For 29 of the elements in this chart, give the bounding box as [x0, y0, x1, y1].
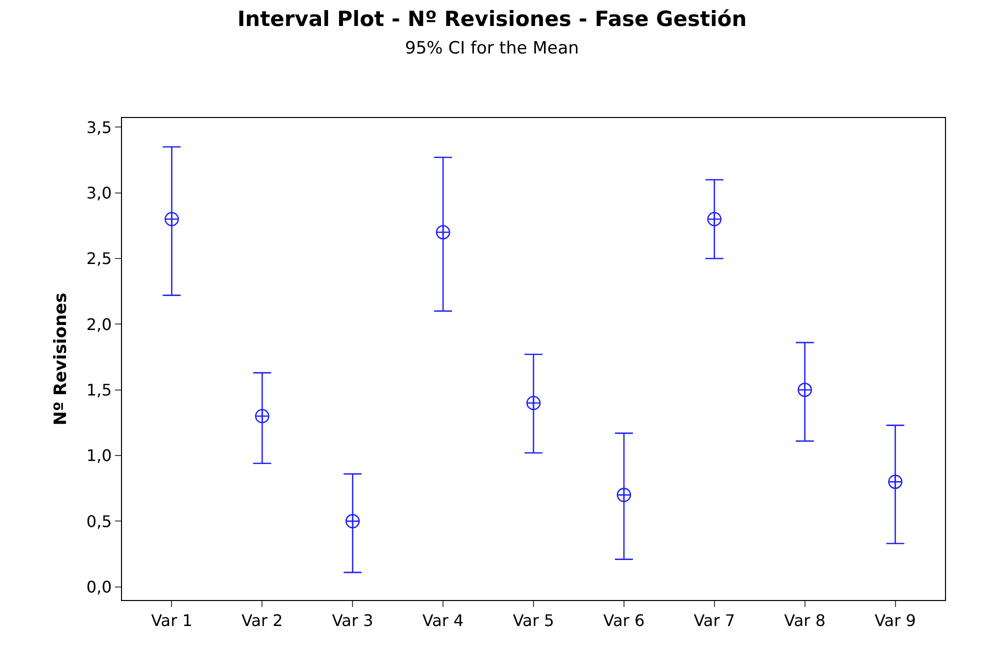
point	[526, 396, 541, 410]
point	[707, 212, 722, 226]
y-tick-label: 2,0	[86, 314, 112, 334]
point	[255, 408, 270, 424]
x-tick-label: Var 9	[874, 611, 916, 630]
y-tick-label: 0,5	[86, 512, 112, 531]
point	[436, 225, 450, 240]
y-tick-label: 3,0	[86, 183, 112, 202]
x-tick-label: Var 8	[784, 611, 826, 630]
point	[164, 212, 179, 226]
y-tick-label: 2,5	[86, 249, 112, 268]
y-tick-label: 0,0	[86, 577, 112, 596]
x-tick-label: Var 2	[242, 611, 283, 630]
chart-subtitle: 95% CI for the Mean	[405, 38, 579, 58]
x-tick-label: Var 4	[422, 611, 464, 630]
y-tick-label: 1,0	[86, 446, 112, 466]
point	[888, 474, 902, 489]
point	[798, 382, 812, 398]
x-tick-label: Var 3	[332, 611, 374, 630]
x-tick-label: Var 5	[512, 611, 554, 630]
x-tick-label: Var 1	[151, 611, 192, 630]
y-tick-label: 1,5	[86, 380, 112, 400]
y-axis-title: Nº Revisiones	[50, 292, 71, 426]
x-tick-label: Var 7	[694, 611, 736, 630]
x-tick-label: Var 6	[603, 611, 645, 630]
point	[616, 488, 632, 502]
y-tick-label: 3,5	[86, 118, 112, 137]
chart-title: Interval Plot - Nº Revisiones - Fase Gestión	[237, 7, 747, 32]
point	[345, 514, 360, 528]
